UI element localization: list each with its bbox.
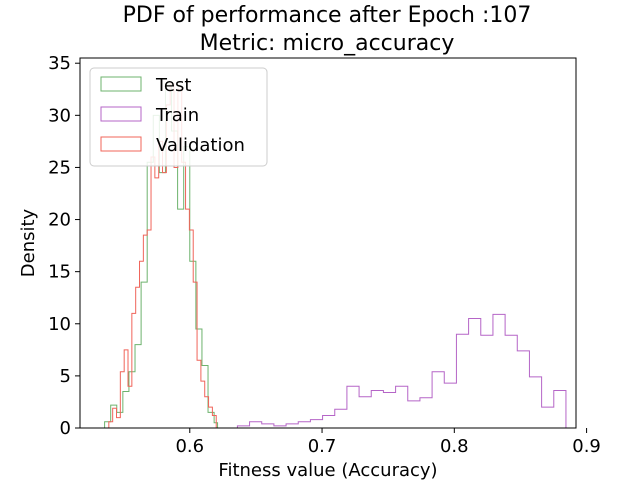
y-axis-label: Density bbox=[18, 208, 39, 277]
legend-swatch-test bbox=[100, 76, 142, 92]
y-tick-label: 25 bbox=[48, 157, 71, 178]
plot-frame bbox=[79, 57, 577, 429]
x-axis-label: Fitness value (Accuracy) bbox=[218, 460, 437, 480]
legend-swatch-train bbox=[100, 106, 142, 122]
legend-box bbox=[89, 67, 268, 167]
y-axis: 0 5 10 15 20 25 30 35 bbox=[48, 53, 80, 439]
legend-label-validation: Validation bbox=[156, 135, 245, 156]
legend: Test Train Validation bbox=[89, 67, 268, 167]
y-tick-label: 0 bbox=[60, 418, 71, 439]
y-tick-label: 5 bbox=[60, 366, 71, 387]
chart-subtitle: Metric: micro_accuracy bbox=[200, 31, 455, 56]
y-tick-label: 30 bbox=[48, 105, 71, 126]
x-tick-label: 0.6 bbox=[175, 436, 204, 457]
x-tick-label: 0.9 bbox=[572, 436, 601, 457]
legend-label-train: Train bbox=[155, 105, 199, 126]
x-tick-label: 0.8 bbox=[440, 436, 469, 457]
chart-title: PDF of performance after Epoch :107 bbox=[123, 3, 532, 28]
y-tick-label: 15 bbox=[48, 262, 71, 283]
x-tick-label: 0.7 bbox=[308, 436, 337, 457]
y-tick-label: 10 bbox=[48, 314, 71, 335]
y-tick-label: 20 bbox=[48, 210, 71, 231]
x-axis: 0.6 0.7 0.8 0.9 bbox=[175, 428, 601, 457]
series-train-histogram bbox=[236, 313, 567, 428]
legend-swatch-validation bbox=[100, 136, 142, 152]
legend-label-test: Test bbox=[155, 75, 191, 96]
y-tick-label: 35 bbox=[48, 53, 71, 74]
